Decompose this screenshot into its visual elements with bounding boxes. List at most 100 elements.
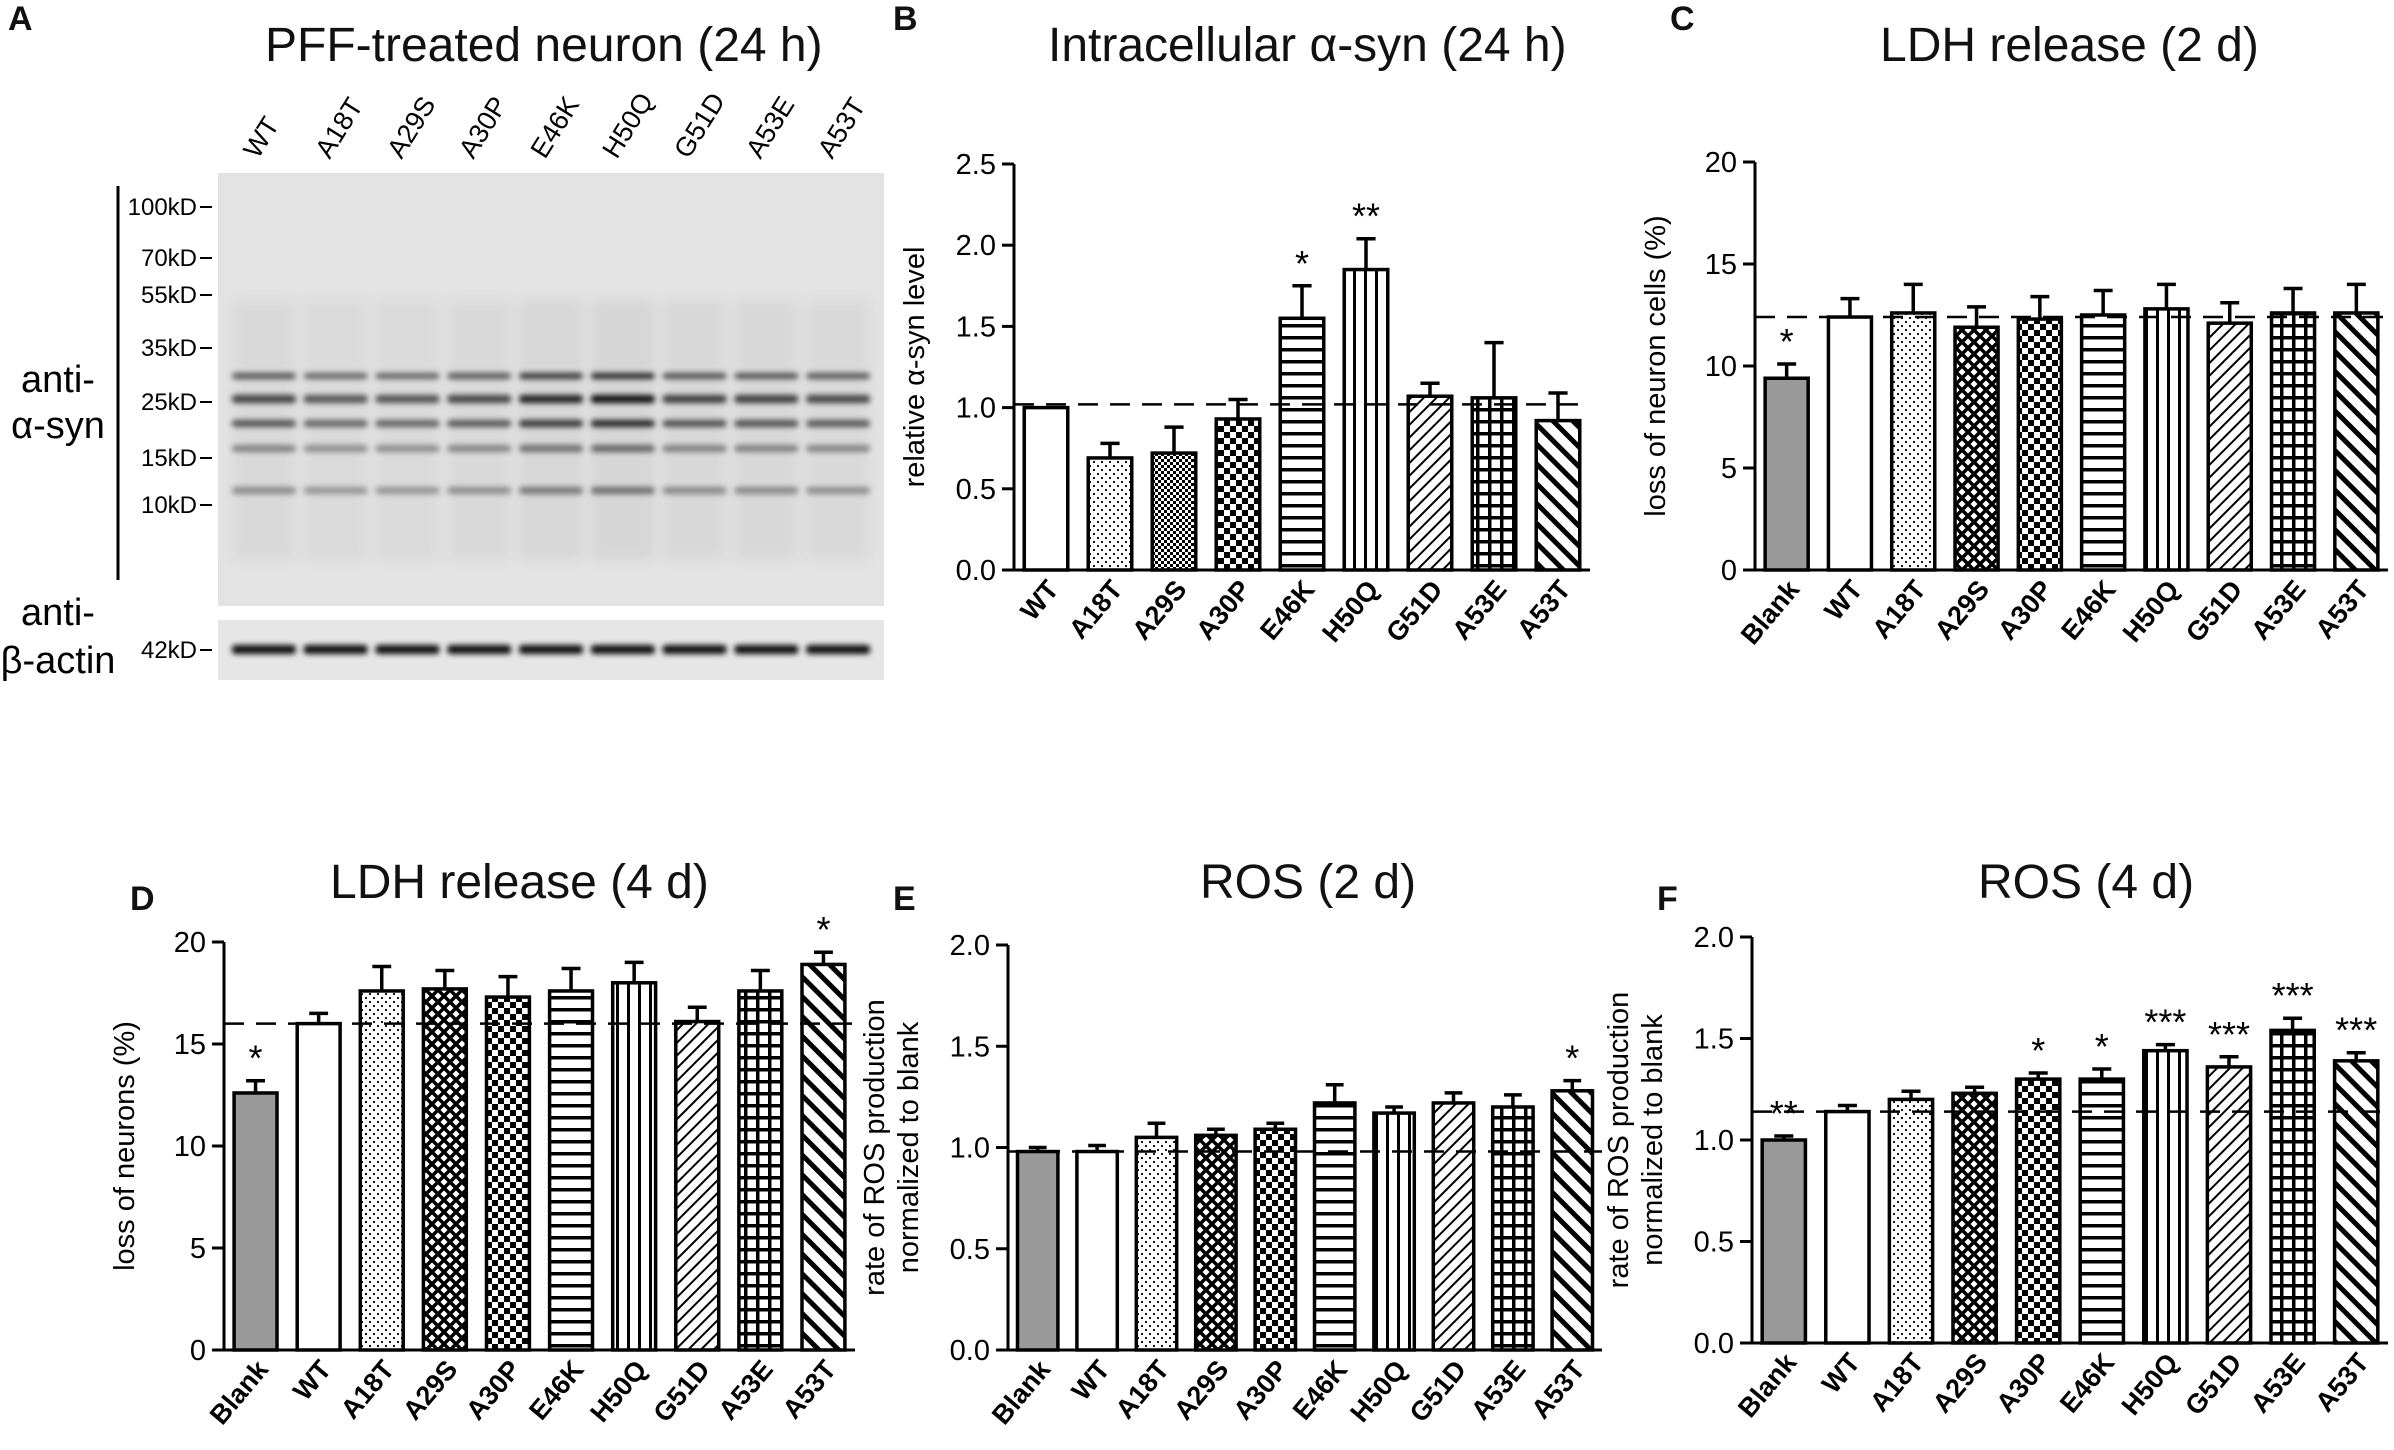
chart-c-title: LDH release (2 d): [1880, 19, 2259, 72]
y-tick-label: 1.0: [1694, 1125, 1734, 1157]
category-label: G51D: [2179, 1348, 2247, 1421]
category-label: H50Q: [2117, 575, 2185, 648]
bar-WT: [1022, 405, 1070, 572]
bar-G51D: [2205, 1065, 2253, 1345]
y-axis-label: relative α-syn level: [899, 247, 931, 488]
significance-mark: **: [1770, 1093, 1798, 1134]
blot-title: PFF-treated neuron (24 h): [265, 19, 823, 72]
category-label: A53E: [1446, 575, 1512, 646]
chart-F: 0.0 0.5 1.0 1.5 2.0 rate of ROS production nor…: [1603, 922, 2388, 1423]
y-tick-label: 10: [1705, 351, 1737, 383]
category-label: A53T: [1511, 574, 1577, 644]
significance-mark: *: [816, 909, 830, 950]
category-label: H50Q: [584, 1355, 652, 1428]
category-label: A29S: [1126, 575, 1192, 646]
bar-WT: [1824, 1109, 1871, 1345]
chart-e-title: ROS (2 d): [1200, 856, 1417, 909]
category-label: A18T: [1063, 574, 1129, 644]
bar-A53T: [2333, 311, 2380, 572]
significance-mark: *: [2095, 1026, 2109, 1067]
bar-A53E: [1490, 1105, 1535, 1352]
y-tick-label: 20: [174, 927, 206, 959]
bar-Blank: [1015, 1149, 1060, 1352]
bar-A18T: [1086, 456, 1134, 572]
category-label: A29S: [1927, 1348, 1993, 1419]
y-tick-label: 0: [190, 1335, 206, 1367]
y-tick-label: 15: [1705, 249, 1737, 281]
bar-A30P: [484, 995, 532, 1352]
category-label: H50Q: [1316, 575, 1384, 648]
bar-E46K: [1312, 1101, 1357, 1352]
significance-mark: ***: [2208, 1014, 2250, 1055]
category-label: E46K: [1254, 574, 1321, 645]
category-label: E46K: [1287, 1354, 1354, 1425]
y-axis-label: normalized to blank: [1637, 1014, 1669, 1266]
y-tick-label: 0.5: [950, 1234, 990, 1266]
bar-G51D: [674, 1019, 721, 1352]
bar-E46K: [1278, 316, 1326, 572]
panel-letter-b: B: [893, 0, 918, 38]
bar-H50Q: [2143, 307, 2190, 572]
category-label: A18T: [1110, 1354, 1176, 1424]
category-label: G51D: [648, 1355, 716, 1428]
bar-A53T: [800, 962, 847, 1352]
y-tick-label: 20: [1705, 147, 1737, 179]
category-label: A30P: [1227, 1355, 1293, 1426]
bar-E46K: [2078, 1077, 2126, 1345]
bar-A53T: [2332, 1059, 2380, 1345]
y-tick-label: 0.5: [1694, 1227, 1734, 1259]
bar-A53E: [1470, 396, 1518, 572]
y-tick-label: 15: [174, 1029, 206, 1061]
bar-H50Q: [610, 981, 658, 1352]
category-label: G51D: [2180, 575, 2248, 648]
bar-G51D: [1431, 1101, 1476, 1352]
bar-A53E: [2269, 1028, 2316, 1345]
category-label: A53E: [1465, 1355, 1531, 1426]
category-label: A53T: [2309, 1347, 2375, 1417]
y-tick-label: 2.0: [1694, 922, 1734, 954]
category-label: E46K: [2054, 1347, 2121, 1418]
panel-letter-d: D: [130, 880, 155, 918]
bar-A29S: [1953, 325, 2000, 572]
bar-WT: [1826, 315, 1874, 572]
significance-mark: *: [2031, 1030, 2045, 1071]
category-label: A29S: [397, 1355, 463, 1426]
y-tick-label: 2.5: [956, 149, 996, 181]
chart-b-title: Intracellular α-syn (24 h): [1048, 19, 1567, 72]
category-label: WT: [1816, 1347, 1866, 1399]
bar-WT: [1075, 1149, 1120, 1352]
category-label: A29S: [1168, 1355, 1234, 1426]
bar-A29S: [1150, 451, 1198, 572]
category-label: A29S: [1929, 575, 1995, 646]
category-label: A30P: [1190, 575, 1256, 646]
bar-Blank: [1760, 1138, 1808, 1345]
y-tick-label: 1.0: [956, 393, 996, 425]
chart-B: 0.0 0.5 1.0 1.5 2.0 2.5 relative α-syn level WT…: [899, 149, 1590, 648]
bar-H50Q: [2142, 1048, 2189, 1345]
category-label: Blank: [986, 1354, 1057, 1430]
bar-A53E: [737, 989, 784, 1352]
category-label: A18T: [335, 1354, 401, 1424]
bar-Blank: [1763, 376, 1810, 572]
y-tick-label: 0.0: [950, 1335, 990, 1367]
category-label: A53T: [1525, 1354, 1591, 1424]
category-label: WT: [1819, 574, 1869, 626]
panel-letter-e: E: [893, 880, 916, 918]
category-label: A53E: [2245, 1348, 2311, 1419]
bar-A29S: [1951, 1091, 1998, 1345]
significance-mark: *: [1565, 1038, 1579, 1079]
category-label: A30P: [1990, 1348, 2056, 1419]
bar-A29S: [421, 987, 469, 1352]
category-label: A18T: [1864, 1347, 1930, 1417]
y-axis-label: loss of neuron cells (%): [1640, 215, 1672, 516]
chart-E: 0.0 0.5 1.0 1.5 2.0 rate of ROS production nor…: [859, 930, 1602, 1430]
category-label: A18T: [1866, 574, 1932, 644]
bar-A29S: [1193, 1133, 1238, 1352]
y-tick-label: 0.0: [1694, 1328, 1734, 1360]
y-tick-label: 0: [1721, 555, 1737, 587]
y-tick-label: 1.5: [950, 1031, 990, 1063]
bar-A18T: [1134, 1135, 1179, 1352]
y-axis-label: rate of ROS production: [859, 999, 891, 1296]
category-label: WT: [1066, 1354, 1116, 1406]
panel-letter-a: A: [8, 0, 33, 38]
